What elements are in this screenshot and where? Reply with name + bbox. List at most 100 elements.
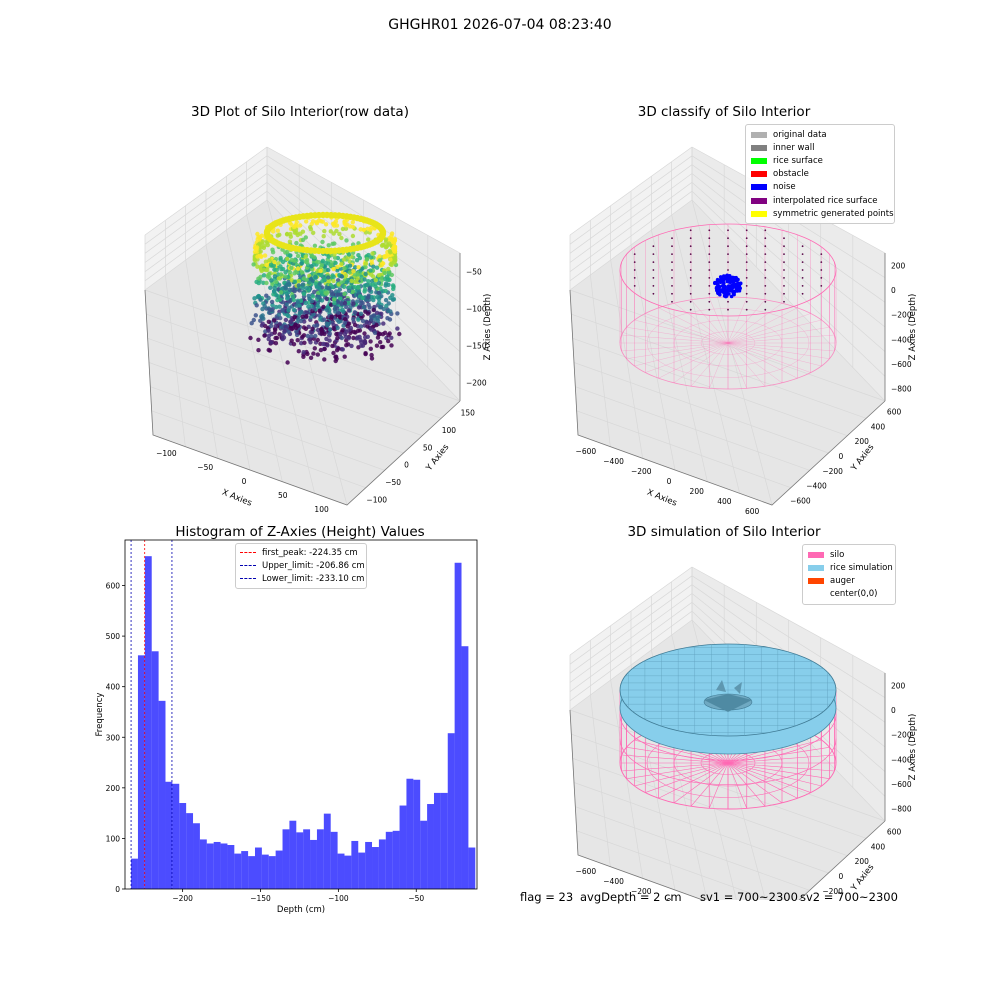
point-cloud-point (296, 279, 302, 284)
interpolated-point (671, 245, 673, 248)
interpolated-point (783, 269, 785, 271)
point-cloud-point (287, 305, 292, 311)
point-cloud-point (337, 287, 342, 292)
point-cloud-point (276, 276, 281, 281)
point-cloud-point (342, 291, 347, 297)
noise-point (718, 292, 722, 297)
point-cloud-point (294, 270, 299, 275)
point-cloud-point (286, 313, 291, 319)
interpolated-point (764, 237, 767, 240)
point-cloud-point (321, 269, 327, 274)
point-cloud-point (300, 285, 306, 291)
point-cloud-point (283, 324, 288, 330)
interpolated-point (708, 308, 711, 311)
histogram-bar (358, 852, 366, 889)
interpolated-point (764, 261, 767, 263)
point-cloud-point (365, 334, 370, 339)
point-cloud-point (298, 223, 303, 228)
point-cloud-point (378, 305, 383, 310)
interpolated-point (783, 261, 785, 263)
point-cloud-point (368, 346, 373, 351)
panel-1-scatter-3d: −100−50050100−100−50050100150−50−100−150… (144, 146, 493, 514)
grid-line (691, 566, 886, 674)
point-cloud-point (351, 335, 356, 341)
point-cloud-point (335, 268, 340, 273)
interpolated-point (689, 292, 692, 295)
point-cloud-point (306, 304, 311, 309)
point-cloud-point (299, 309, 304, 314)
point-cloud-point (301, 276, 307, 281)
point-cloud-point (323, 222, 329, 227)
z-tick-label: −200 (891, 311, 912, 320)
interpolated-point (652, 277, 655, 279)
histogram-bar (454, 562, 462, 889)
point-cloud-point (389, 233, 394, 239)
interpolated-point (727, 308, 729, 311)
noise-point (733, 289, 737, 294)
histogram-bar (440, 792, 448, 889)
point-cloud-point (379, 311, 384, 316)
point-cloud-point (270, 302, 275, 308)
point-cloud-point (335, 335, 340, 341)
histogram-bar (316, 829, 324, 889)
legend-item-auger: auger (808, 574, 890, 587)
point-cloud-point (339, 274, 345, 279)
panel-2-title: 3D classify of Silo Interior (637, 104, 811, 120)
point-cloud-point (331, 266, 336, 272)
point-cloud-point (319, 289, 324, 294)
interpolated-point (727, 245, 729, 248)
point-cloud-point (362, 340, 368, 345)
x-tick-label: 0 (667, 477, 672, 486)
interpolated-point (671, 300, 673, 303)
point-cloud-point (326, 321, 331, 327)
point-cloud-point (344, 304, 349, 310)
legend-item-obstacle: obstacle (751, 168, 889, 181)
point-cloud-point (342, 301, 348, 306)
point-cloud-point (379, 243, 385, 248)
point-cloud-point (312, 255, 317, 260)
point-cloud-point (340, 328, 345, 333)
point-cloud-point (276, 312, 282, 317)
point-cloud-point (356, 290, 362, 295)
z-tick-label: −600 (891, 360, 912, 369)
x-tick-label: −400 (603, 457, 624, 466)
noise-point (726, 288, 730, 293)
axis-frame (569, 289, 886, 506)
point-cloud-point (383, 237, 389, 242)
noise-point (735, 284, 740, 288)
noise-point (733, 282, 737, 287)
point-cloud-point (292, 224, 297, 230)
point-cloud-point (338, 319, 343, 324)
point-cloud-point (318, 347, 324, 353)
x-tick-label: −600 (576, 867, 597, 876)
interpolated-point (783, 237, 785, 240)
point-cloud-point (355, 272, 360, 278)
interpolated-point (727, 253, 729, 256)
point-cloud-point (375, 294, 380, 300)
x-tick-label: 600 (745, 507, 760, 516)
point-cloud-point (376, 280, 382, 286)
footer-flag: flag = 23 (520, 890, 574, 904)
grid-line (144, 289, 461, 402)
panel-4-simulation-3d: −600−400−2000200400600−600−400−200020040… (569, 566, 918, 900)
grid-line (589, 694, 611, 867)
interpolated-point (801, 277, 804, 279)
y-tick-label: −600 (790, 497, 811, 506)
z-tick-label: −50 (466, 268, 482, 277)
point-cloud-point (282, 328, 287, 334)
legend-item-center: center(0,0) (830, 589, 878, 600)
point-cloud-point (387, 248, 392, 254)
point-cloud-point (265, 267, 270, 273)
point-cloud-point (367, 286, 372, 291)
noise-point (738, 281, 743, 286)
x-tick-label: −600 (576, 447, 597, 456)
interpolated-point (783, 277, 785, 279)
point-cloud-point (303, 235, 308, 240)
z-tick-label: −800 (891, 385, 912, 394)
interpolated-point (745, 300, 748, 303)
point-cloud-point (252, 296, 257, 301)
point-cloud-point (303, 254, 308, 259)
point-cloud-point (369, 327, 374, 332)
grid-line (569, 709, 886, 822)
point-cloud-point (280, 336, 285, 342)
